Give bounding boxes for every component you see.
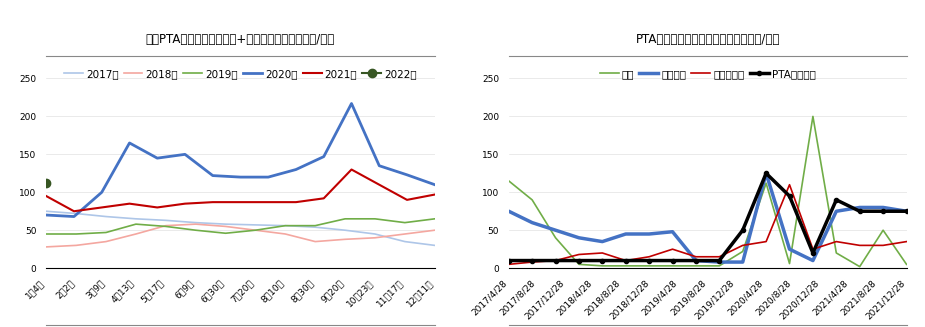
Legend: 2017年, 2018年, 2019年, 2020年, 2021年, 2022年: 2017年, 2018年, 2019年, 2020年, 2021年, 2022年 [60,65,421,83]
Legend: 仓单, 信用仓单, 在库在港货, PTA工厂库存: 仓单, 信用仓单, 在库在港货, PTA工厂库存 [596,65,820,83]
Text: PTA忠朴各环节社会库存周度图示（元/吨）: PTA忠朴各环节社会库存周度图示（元/吨） [635,33,780,46]
Text: 忠朴PTA流动性库存（在港+在途）季节性图示（元/吨）: 忠朴PTA流动性库存（在港+在途）季节性图示（元/吨） [146,33,335,46]
